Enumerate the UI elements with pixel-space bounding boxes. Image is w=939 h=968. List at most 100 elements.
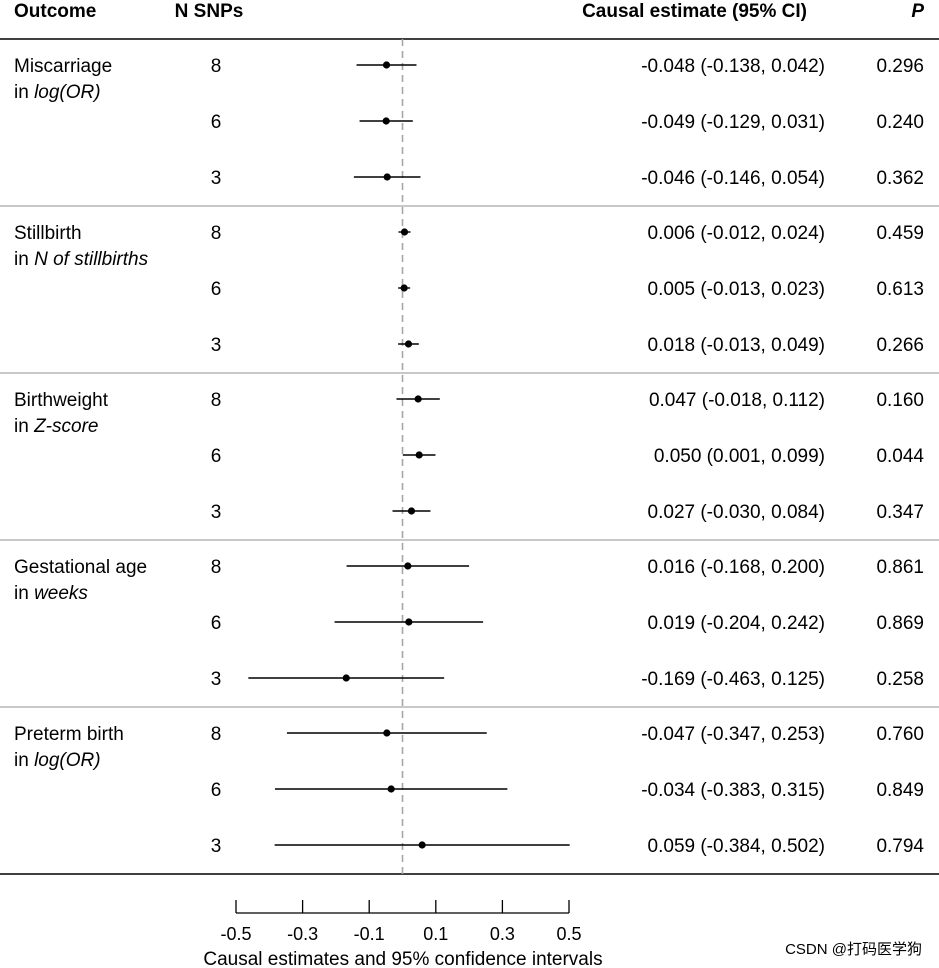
n-snps-value: 6 [211,112,222,133]
p-value: 0.760 [876,724,924,745]
point-estimate [382,61,391,69]
outcome-unit-prefix: in [14,750,34,771]
n-snps-value: 8 [211,56,222,77]
header-p: P [911,1,924,22]
n-snps-value: 3 [211,502,222,523]
n-snps-value: 6 [211,780,222,801]
n-snps-value: 8 [211,557,222,578]
outcome-unit-prefix: in [14,416,34,437]
point-estimate [418,841,426,849]
outcome-label: Birthweight [14,390,109,411]
estimate-ci-text: 0.016 (-0.168, 0.200) [648,557,825,578]
p-value: 0.794 [876,836,924,857]
n-snps-value: 3 [211,335,222,356]
outcome-unit-italic: log(OR) [34,750,101,771]
point-estimate [383,729,391,737]
n-snps-value: 8 [211,724,222,745]
estimate-ci-text: -0.034 (-0.383, 0.315) [641,780,825,801]
n-snps-value: 6 [211,279,222,300]
point-estimate [415,451,423,459]
estimate-ci-text: 0.047 (-0.018, 0.112) [649,390,825,411]
outcome-label: Stillbirth [14,223,82,244]
forest-row: 6 0.005 (-0.013, 0.023) 0.613 [211,279,924,300]
forest-row: 3 0.018 (-0.013, 0.049) 0.266 [211,335,924,356]
forest-row: 8 0.006 (-0.012, 0.024) 0.459 [211,223,924,244]
point-estimate [342,674,350,682]
forest-row: 6 0.019 (-0.204, 0.242) 0.869 [211,613,924,634]
forest-row: 3 0.027 (-0.030, 0.084) 0.347 [211,502,924,523]
estimate-ci-text: 0.050 (0.001, 0.099) [654,446,825,467]
p-value: 0.296 [876,56,924,77]
x-tick-label: 0.1 [423,924,448,944]
point-estimate [382,117,390,125]
p-value: 0.347 [876,502,924,523]
forest-row: 8 0.047 (-0.018, 0.112) 0.160 [211,390,924,411]
estimate-ci-text: -0.169 (-0.463, 0.125) [641,669,825,690]
outcome-unit-prefix: in [14,249,34,270]
point-estimate [400,228,409,236]
outcome-unit-italic: Z-score [33,416,98,437]
outcome-unit: in log(OR) [14,82,101,103]
point-estimate [383,173,391,181]
watermark: CSDN @打码医学狗 [785,941,922,958]
outcome-unit-italic: weeks [34,583,88,604]
p-value: 0.459 [876,223,924,244]
point-estimate [400,284,408,292]
forest-rows: Miscarriage in log(OR) 8 -0.048 (-0.138, 0.… [0,56,939,857]
estimate-ci-text: 0.019 (-0.204, 0.242) [648,613,825,634]
estimate-ci-text: -0.049 (-0.129, 0.031) [641,112,825,133]
outcome-unit: in weeks [14,583,88,604]
p-value: 0.240 [876,112,924,133]
point-estimate [405,618,413,626]
estimate-ci-text: 0.006 (-0.012, 0.024) [648,223,825,244]
outcome-unit-prefix: in [14,82,34,103]
forest-row: 8 -0.047 (-0.347, 0.253) 0.760 [211,724,924,745]
point-estimate [404,340,413,348]
estimate-ci-text: 0.005 (-0.013, 0.023) [648,279,825,300]
point-estimate [407,507,416,515]
forest-row: 3 -0.169 (-0.463, 0.125) 0.258 [211,669,924,690]
outcome-unit: in log(OR) [14,750,101,771]
outcome-unit: in Z-score [14,416,98,437]
p-value: 0.258 [876,669,924,690]
n-snps-value: 3 [211,836,222,857]
outcome-group: Stillbirth in N of stillbirths 8 0.006 (-0.… [14,223,924,356]
n-snps-value: 6 [211,446,222,467]
forest-row: 6 -0.034 (-0.383, 0.315) 0.849 [211,780,924,801]
forest-row: 6 0.050 (0.001, 0.099) 0.044 [211,446,925,467]
estimate-ci-text: 0.059 (-0.384, 0.502) [648,836,825,857]
n-snps-value: 6 [211,613,222,634]
forest-row: 3 0.059 (-0.384, 0.502) 0.794 [211,836,925,857]
point-estimate [387,785,395,793]
p-value: 0.861 [876,557,924,578]
x-tick-label: 0.3 [490,924,515,944]
outcome-unit: in N of stillbirths [14,249,149,270]
outcome-group: Preterm birth in log(OR) 8 -0.047 (-0.347, … [14,724,924,857]
outcome-label: Gestational age [14,557,147,578]
x-axis: -0.5 -0.3 -0.1 0.1 0.3 0.5 [220,900,582,944]
point-estimate [404,562,412,570]
estimate-ci-text: 0.027 (-0.030, 0.084) [648,502,825,523]
estimate-ci-text: -0.046 (-0.146, 0.054) [641,168,825,189]
outcome-unit-italic: N of stillbirths [34,249,149,270]
outcome-label: Miscarriage [14,56,112,77]
estimate-ci-text: 0.018 (-0.013, 0.049) [648,335,825,356]
n-snps-value: 3 [211,669,222,690]
header-outcome: Outcome [14,1,96,22]
forest-row: 3 -0.046 (-0.146, 0.054) 0.362 [211,168,924,189]
estimate-ci-text: -0.048 (-0.138, 0.042) [641,56,825,77]
estimate-ci-text: -0.047 (-0.347, 0.253) [641,724,825,745]
outcome-group: Gestational age in weeks 8 0.016 (-0.168, 0… [14,557,924,690]
p-value: 0.613 [876,279,924,300]
p-value: 0.869 [876,613,924,634]
x-tick-label: 0.5 [556,924,581,944]
n-snps-value: 8 [211,223,222,244]
forest-row: 8 0.016 (-0.168, 0.200) 0.861 [211,557,924,578]
point-estimate [414,395,422,403]
n-snps-value: 8 [211,390,222,411]
outcome-unit-prefix: in [14,583,34,604]
x-tick-label: -0.5 [220,924,251,944]
outcome-label: Preterm birth [14,724,124,745]
n-snps-value: 3 [211,168,222,189]
